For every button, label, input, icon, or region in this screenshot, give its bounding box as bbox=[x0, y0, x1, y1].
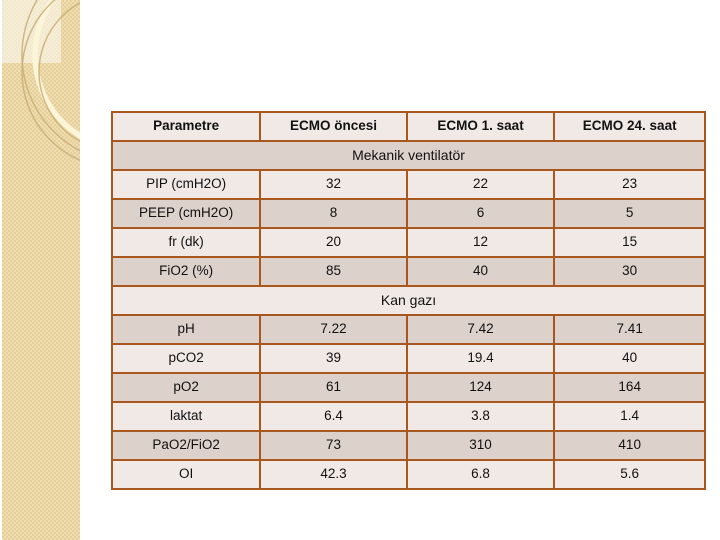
value-cell: 12 bbox=[405, 227, 556, 258]
col-header-ecmo-24-saat: ECMO 24. saat bbox=[553, 111, 706, 142]
row-label: PIP (cmH2O) bbox=[110, 169, 262, 200]
col-header-parametre: Parametre bbox=[110, 111, 262, 142]
header-row: Parametre ECMO öncesi ECMO 1. saat ECMO … bbox=[110, 111, 706, 142]
row-label: pH bbox=[110, 314, 262, 345]
ecmo-parameters-table: Parametre ECMO öncesi ECMO 1. saat ECMO … bbox=[110, 111, 706, 490]
section-title: Mekanik ventilatör bbox=[111, 140, 706, 171]
value-cell: 124 bbox=[405, 372, 556, 403]
row-label: pO2 bbox=[110, 372, 262, 403]
row-label: FiO2 (%) bbox=[110, 256, 262, 287]
value-cell: 164 bbox=[553, 372, 706, 403]
value-cell: 40 bbox=[405, 256, 556, 287]
value-cell: 30 bbox=[553, 256, 706, 287]
value-cell: 22 bbox=[405, 169, 556, 200]
value-cell: 15 bbox=[553, 227, 706, 258]
value-cell: 73 bbox=[259, 430, 408, 461]
table-row-peep: PEEP (cmH2O) 8 6 5 bbox=[110, 198, 706, 229]
value-cell: 85 bbox=[259, 256, 408, 287]
ring-outer bbox=[21, 0, 80, 161]
value-cell: 310 bbox=[405, 430, 556, 461]
value-cell: 8 bbox=[259, 198, 408, 229]
value-cell: 7.42 bbox=[405, 314, 556, 345]
col-header-ecmo-1-saat: ECMO 1. saat bbox=[405, 111, 556, 142]
value-cell: 20 bbox=[259, 227, 408, 258]
col-header-ecmo-oncesi: ECMO öncesi bbox=[259, 111, 408, 142]
section-title: Kan gazı bbox=[111, 285, 706, 316]
row-label: pCO2 bbox=[110, 343, 262, 374]
table-row-pao2-fio2: PaO2/FiO2 73 310 410 bbox=[110, 430, 706, 461]
cream-arc bbox=[32, 0, 80, 139]
row-label: fr (dk) bbox=[110, 227, 262, 258]
decorative-circles bbox=[2, 0, 80, 161]
value-cell: 3.8 bbox=[405, 401, 556, 432]
table-row-po2: pO2 61 124 164 bbox=[110, 372, 706, 403]
value-cell: 6 bbox=[405, 198, 556, 229]
value-cell: 7.41 bbox=[553, 314, 706, 345]
value-cell: 19.4 bbox=[405, 343, 556, 374]
value-cell: 6.4 bbox=[259, 401, 408, 432]
table-row-ph: pH 7.22 7.42 7.41 bbox=[110, 314, 706, 345]
table-row-pip: PIP (cmH2O) 32 22 23 bbox=[110, 169, 706, 200]
table-row-pco2: pCO2 39 19.4 40 bbox=[110, 343, 706, 374]
thin-circle bbox=[21, 0, 80, 152]
value-cell: 7.22 bbox=[259, 314, 408, 345]
value-cell: 1.4 bbox=[553, 401, 706, 432]
row-label: laktat bbox=[110, 401, 262, 432]
table-row-fio2: FiO2 (%) 85 40 30 bbox=[110, 256, 706, 287]
value-cell: 410 bbox=[553, 430, 706, 461]
table-row-oi: OI 42.3 6.8 5.6 bbox=[110, 459, 706, 490]
section-row-mekanik-ventilator: Mekanik ventilatör bbox=[111, 140, 706, 171]
left-decoration-band bbox=[2, 0, 80, 540]
value-cell: 61 bbox=[259, 372, 408, 403]
row-label: PEEP (cmH2O) bbox=[110, 198, 262, 229]
value-cell: 23 bbox=[553, 169, 706, 200]
value-cell: 39 bbox=[259, 343, 408, 374]
table-row-fr: fr (dk) 20 12 15 bbox=[110, 227, 706, 258]
value-cell: 32 bbox=[259, 169, 408, 200]
row-label: PaO2/FiO2 bbox=[110, 430, 262, 461]
section-row-kan-gazi: Kan gazı bbox=[111, 285, 706, 316]
row-label: OI bbox=[110, 459, 262, 490]
value-cell: 42.3 bbox=[259, 459, 408, 490]
table-row-laktat: laktat 6.4 3.8 1.4 bbox=[110, 401, 706, 432]
value-cell: 5.6 bbox=[553, 459, 706, 490]
ring-inner bbox=[38, 1, 80, 143]
value-cell: 6.8 bbox=[405, 459, 556, 490]
value-cell: 40 bbox=[553, 343, 706, 374]
value-cell: 5 bbox=[553, 198, 706, 229]
